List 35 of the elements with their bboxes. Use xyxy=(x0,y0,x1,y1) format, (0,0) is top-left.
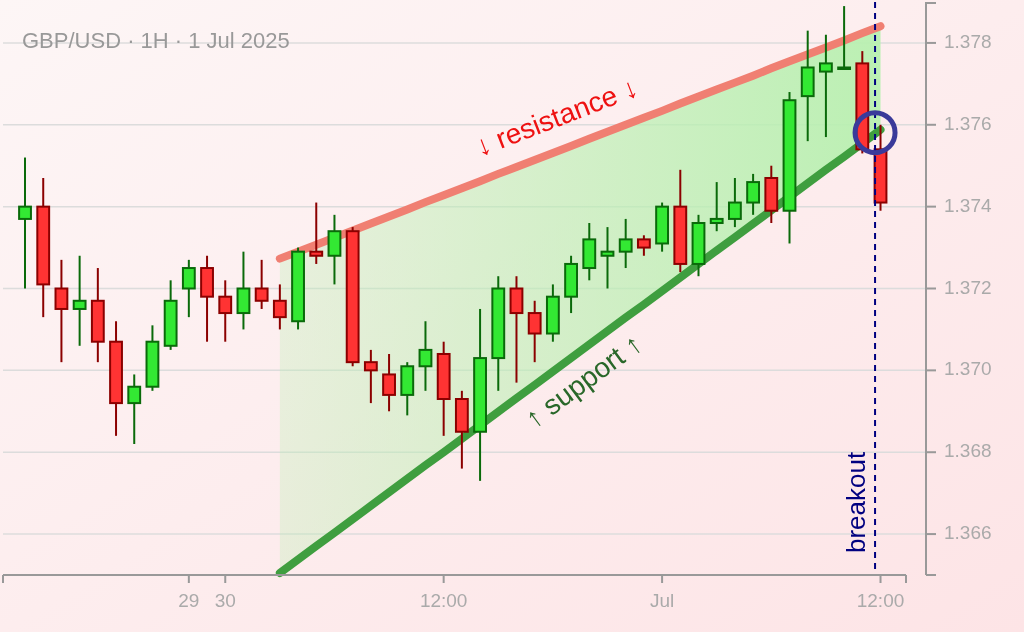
candlestick xyxy=(363,348,378,405)
candlestick xyxy=(600,226,615,290)
candlestick xyxy=(54,258,69,364)
candlestick xyxy=(727,176,742,229)
candlestick xyxy=(709,181,724,233)
candlestick xyxy=(272,283,287,331)
x-tick-label: 30 xyxy=(214,590,236,611)
candlestick xyxy=(837,5,852,70)
y-tick-label: 1.370 xyxy=(944,358,992,380)
candlestick xyxy=(618,217,633,270)
candlestick xyxy=(636,234,651,257)
candlestick xyxy=(418,320,433,392)
y-tick-label: 1.366 xyxy=(944,522,992,544)
text: GBP/USD · 1H · 1 Jul 2025 xyxy=(22,28,290,53)
candlestick xyxy=(218,279,233,343)
y-tick-label: 1.372 xyxy=(944,276,992,298)
candlestick xyxy=(746,172,761,216)
candlestick xyxy=(18,156,32,290)
candlestick xyxy=(254,258,269,310)
y-tick-label: 1.374 xyxy=(944,194,992,216)
candlestick xyxy=(72,254,87,347)
y-tick-label: 1.376 xyxy=(944,112,992,134)
x-tick-label: Jul xyxy=(649,590,675,611)
annotation: breakout xyxy=(841,451,872,553)
candlestick xyxy=(309,201,324,265)
x-tick-label: 12:00 xyxy=(419,590,468,611)
y-tick-label: 1.368 xyxy=(944,440,992,462)
x-tick-label: 29 xyxy=(178,590,200,611)
x-tick-label: 12:00 xyxy=(856,590,905,611)
candlestick xyxy=(181,258,196,319)
candlestick xyxy=(819,33,833,139)
y-tick-label: 1.378 xyxy=(944,30,992,52)
candlestick xyxy=(527,299,542,364)
candlestick xyxy=(127,373,142,446)
candlestick xyxy=(382,352,396,413)
